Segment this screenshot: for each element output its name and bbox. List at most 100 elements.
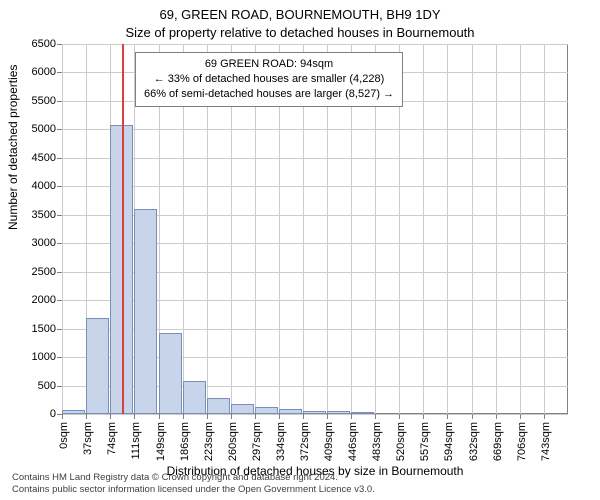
ytick-label: 4000: [6, 180, 56, 192]
grid-v: [472, 44, 473, 414]
xtick-mark: [544, 414, 545, 419]
xtick-mark: [231, 414, 232, 419]
ytick-mark: [57, 329, 62, 330]
ytick-label: 5000: [6, 123, 56, 135]
ytick-mark: [57, 186, 62, 187]
xtick-label: 743sqm: [540, 422, 552, 461]
xtick-mark: [327, 414, 328, 419]
annotation-line2: ← 33% of detached houses are smaller (4,…: [144, 72, 394, 87]
chart-title: 69, GREEN ROAD, BOURNEMOUTH, BH9 1DY Siz…: [0, 0, 600, 41]
xtick-label: 297sqm: [251, 422, 263, 461]
xtick-label: 260sqm: [227, 422, 239, 461]
ytick-mark: [57, 243, 62, 244]
histogram-bar: [303, 411, 326, 414]
xtick-mark: [134, 414, 135, 419]
grid-v: [496, 44, 497, 414]
grid-h: [62, 186, 568, 187]
xtick-label: 669sqm: [492, 422, 504, 461]
xtick-mark: [86, 414, 87, 419]
histogram-bar: [279, 409, 302, 414]
ytick-label: 1500: [6, 323, 56, 335]
ytick-mark: [57, 357, 62, 358]
ytick-mark: [57, 414, 62, 415]
xtick-label: 557sqm: [419, 422, 431, 461]
ytick-label: 2000: [6, 294, 56, 306]
xtick-mark: [399, 414, 400, 419]
ytick-mark: [57, 300, 62, 301]
title-line1: 69, GREEN ROAD, BOURNEMOUTH, BH9 1DY: [0, 6, 600, 24]
ytick-label: 6500: [6, 38, 56, 50]
grid-v: [544, 44, 545, 414]
ytick-mark: [57, 129, 62, 130]
xtick-label: 446sqm: [347, 422, 359, 461]
xtick-mark: [520, 414, 521, 419]
xtick-mark: [496, 414, 497, 419]
grid-v: [520, 44, 521, 414]
ytick-mark: [57, 386, 62, 387]
histogram-bar: [62, 410, 85, 414]
grid-v: [447, 44, 448, 414]
ytick-label: 3000: [6, 237, 56, 249]
xtick-label: 409sqm: [323, 422, 335, 461]
ytick-label: 500: [6, 380, 56, 392]
ytick-mark: [57, 72, 62, 73]
grid-h: [62, 129, 568, 130]
xtick-label: 0sqm: [58, 422, 70, 449]
histogram-bar: [86, 318, 109, 414]
xtick-mark: [279, 414, 280, 419]
annotation-box: 69 GREEN ROAD: 94sqm ← 33% of detached h…: [135, 52, 403, 107]
grid-h: [62, 414, 568, 415]
ytick-label: 3500: [6, 209, 56, 221]
reference-line: [122, 44, 124, 414]
xtick-mark: [423, 414, 424, 419]
footnote-line1: Contains HM Land Registry data © Crown c…: [12, 472, 375, 484]
xtick-mark: [62, 414, 63, 419]
y-axis-label: Number of detached properties: [6, 65, 20, 230]
xtick-mark: [447, 414, 448, 419]
annotation-line3: 66% of semi-detached houses are larger (…: [144, 87, 394, 102]
ytick-mark: [57, 272, 62, 273]
xtick-mark: [255, 414, 256, 419]
ytick-mark: [57, 44, 62, 45]
histogram-bar: [134, 209, 157, 414]
grid-v: [423, 44, 424, 414]
ytick-label: 0: [6, 408, 56, 420]
title-line2: Size of property relative to detached ho…: [0, 24, 600, 42]
xtick-label: 111sqm: [130, 422, 142, 460]
ytick-label: 4500: [6, 152, 56, 164]
xtick-label: 594sqm: [443, 422, 455, 461]
xtick-mark: [110, 414, 111, 419]
xtick-mark: [472, 414, 473, 419]
xtick-label: 223sqm: [203, 422, 215, 461]
xtick-label: 706sqm: [516, 422, 528, 461]
grid-h: [62, 158, 568, 159]
histogram-bar: [351, 412, 374, 414]
histogram-bar: [327, 411, 350, 414]
histogram-bar: [207, 398, 230, 414]
xtick-label: 483sqm: [371, 422, 383, 461]
annotation-line1: 69 GREEN ROAD: 94sqm: [144, 57, 394, 72]
grid-h: [62, 44, 568, 45]
xtick-mark: [207, 414, 208, 419]
footnote: Contains HM Land Registry data © Crown c…: [12, 472, 375, 496]
histogram-bar: [183, 381, 206, 414]
histogram-bar: [255, 407, 278, 414]
xtick-mark: [159, 414, 160, 419]
plot-area: 0sqm37sqm74sqm111sqm149sqm186sqm223sqm26…: [62, 44, 568, 414]
xtick-mark: [183, 414, 184, 419]
xtick-label: 186sqm: [179, 422, 191, 461]
ytick-mark: [57, 215, 62, 216]
ytick-label: 2500: [6, 266, 56, 278]
footnote-line2: Contains public sector information licen…: [12, 484, 375, 496]
xtick-label: 37sqm: [82, 422, 94, 455]
histogram-bar: [231, 404, 254, 414]
chart-container: 69, GREEN ROAD, BOURNEMOUTH, BH9 1DY Siz…: [0, 0, 600, 500]
histogram-bar: [159, 333, 182, 414]
xtick-label: 372sqm: [299, 422, 311, 461]
ytick-mark: [57, 101, 62, 102]
grid-v: [62, 44, 63, 414]
ytick-label: 5500: [6, 95, 56, 107]
xtick-label: 632sqm: [468, 422, 480, 461]
xtick-mark: [303, 414, 304, 419]
xtick-label: 520sqm: [395, 422, 407, 461]
